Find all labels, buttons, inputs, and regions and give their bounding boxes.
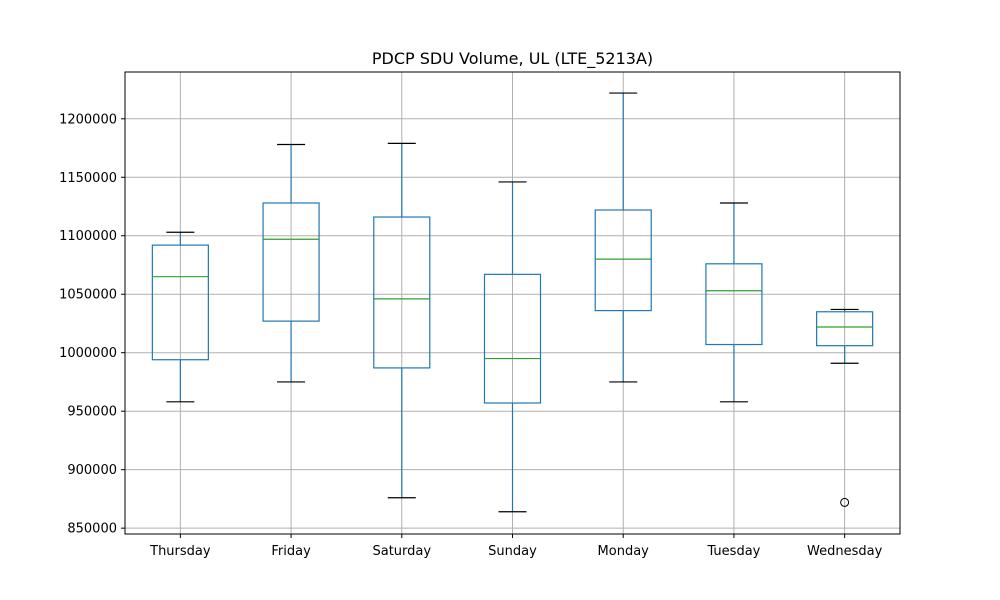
y-tick-label: 850000: [67, 522, 117, 537]
iqr-box: [373, 216, 431, 369]
iqr-box: [262, 202, 320, 322]
y-tick-label: 950000: [67, 405, 117, 420]
y-tick-label: 900000: [67, 463, 117, 478]
box-monday: [594, 92, 652, 383]
iqr-box: [705, 263, 763, 346]
y-axis: 850000 900000 950000 1000000 1050000 1100000 1…: [59, 112, 125, 537]
iqr-box: [483, 273, 542, 404]
y-tick-label: 1100000: [59, 229, 117, 244]
boxes: [151, 92, 874, 513]
x-tick-label: Sunday: [488, 544, 537, 559]
y-tick-label: 1200000: [59, 112, 117, 127]
y-tick-label: 1050000: [59, 288, 117, 303]
x-tick-label: Tuesday: [706, 544, 760, 559]
plot-frame: [124, 71, 901, 535]
x-axis: Thursday Friday Saturday Sunday Monday Tuesda…: [149, 534, 883, 559]
x-tick-label: Friday: [271, 544, 311, 559]
chart-title: PDCP SDU Volume, UL (LTE_5213A): [372, 49, 653, 69]
box-wednesday: [816, 308, 874, 507]
y-tick-label: 1000000: [59, 346, 117, 361]
x-tick-label: Thursday: [149, 544, 211, 559]
box-sunday: [483, 181, 542, 513]
y-tick-label: 1150000: [59, 171, 117, 186]
iqr-box: [594, 209, 652, 312]
box-friday: [262, 143, 320, 383]
box-tuesday: [705, 202, 763, 403]
iqr-box: [151, 244, 209, 361]
x-tick-label: Monday: [598, 544, 650, 559]
iqr-box: [816, 311, 874, 347]
box-saturday: [373, 142, 431, 499]
box-thursday: [151, 231, 209, 403]
outlier-point: [840, 497, 850, 507]
x-tick-label: Wednesday: [807, 544, 883, 559]
x-tick-label: Saturday: [372, 544, 431, 559]
